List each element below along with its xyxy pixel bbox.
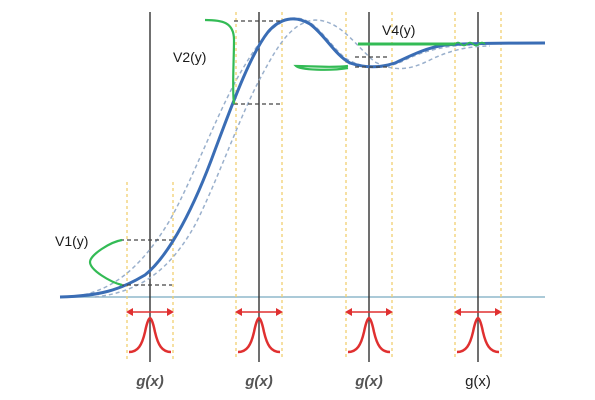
- kernel-label-3: g(x): [354, 373, 383, 390]
- kernel-label-2: g(x): [244, 373, 273, 390]
- arrow-head-left: [126, 308, 133, 316]
- v4-response-curve-bottom: [293, 64, 349, 71]
- main-curve: [59, 17, 546, 299]
- kernel-label-1: g(x): [135, 373, 164, 390]
- v2-response-curve: [204, 18, 236, 105]
- kernel-4: [454, 308, 502, 354]
- arrow-head-right: [495, 308, 502, 316]
- envelope-curve-right: [94, 19, 491, 298]
- kernel-label-4: g(x): [465, 373, 491, 390]
- v1-response-curve: [88, 238, 123, 287]
- envelope-curve-left: [69, 17, 471, 298]
- responses: [88, 18, 486, 287]
- v1-label: V1(y): [55, 233, 88, 249]
- kernel-1: [126, 308, 174, 354]
- level-lines: [120, 20, 390, 286]
- gaussian-kernel: [347, 316, 391, 354]
- arrow-head-left: [454, 308, 461, 316]
- v4-label: V4(y): [382, 22, 415, 38]
- kernel-3: [345, 308, 393, 354]
- arrow-head-right: [276, 308, 283, 316]
- gaussian-kernel: [456, 316, 500, 354]
- v2-label: V2(y): [173, 49, 206, 65]
- arrow-head-left: [235, 308, 242, 316]
- window-lines: [126, 12, 502, 360]
- arrow-head-left: [345, 308, 352, 316]
- kernel-2: [235, 308, 283, 354]
- sampling-lines: [149, 12, 479, 362]
- arrow-head-right: [386, 308, 393, 316]
- gaussian-kernel: [128, 316, 172, 354]
- arrow-head-right: [167, 308, 174, 316]
- gaussian-kernel: [237, 316, 281, 354]
- v4-response-tail: [454, 41, 486, 47]
